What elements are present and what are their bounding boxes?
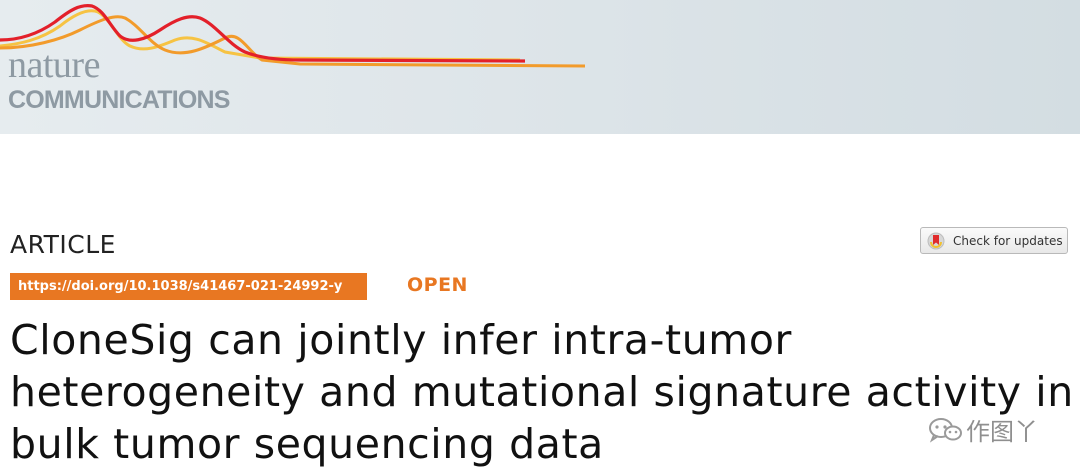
open-access-label: OPEN bbox=[407, 274, 468, 296]
article-title: CloneSig can jointly infer intra-tumor h… bbox=[10, 316, 1074, 468]
wechat-icon bbox=[929, 417, 962, 443]
journal-name-nature: nature bbox=[8, 44, 100, 86]
check-for-updates-label: Check for updates bbox=[953, 233, 1063, 248]
journal-logo-waves bbox=[0, 4, 586, 68]
journal-name-communications: COMMUNICATIONS bbox=[8, 86, 230, 114]
wechat-watermark: 作图丫 bbox=[928, 412, 1038, 447]
watermark-text: 作图丫 bbox=[966, 418, 1038, 446]
doi-link[interactable]: https://doi.org/10.1038/s41467-021-24992… bbox=[10, 273, 367, 300]
article-type-label: ARTICLE bbox=[10, 230, 116, 259]
check-for-updates-button[interactable]: Check for updates bbox=[920, 227, 1068, 254]
journal-banner: nature COMMUNICATIONS bbox=[0, 0, 1080, 134]
crossmark-icon bbox=[927, 232, 945, 249]
